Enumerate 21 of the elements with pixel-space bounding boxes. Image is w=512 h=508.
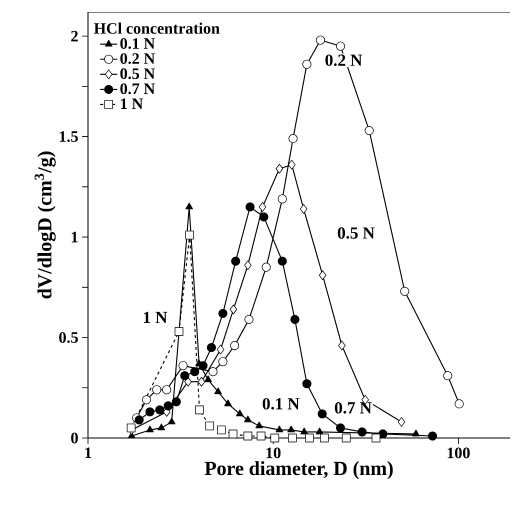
legend-label: 0.1 N [120,38,155,49]
legend-label: 0.5 N [120,68,155,80]
y-axis-title: dV/dlogD (cm$^{3}$/g) [34,152,56,298]
x-tick-label: 1 [85,448,92,458]
x-tick-label: 10 [266,448,281,458]
x-tick-label: 100 [448,448,470,458]
annotation: 1 N [144,312,168,324]
legend-title: HCl concentration [94,22,220,34]
annotation: 0.5 N [338,227,375,239]
legend-label: 0.7 N [120,83,155,94]
annotation: 0.2 N [325,54,362,66]
y-tick-label: 0 [71,432,78,444]
annotation: 0.7 N [334,402,372,414]
annotation: 0.1 N [262,398,300,410]
legend-label: 0.2 N [120,53,155,64]
y-tick-label: 1.5 [60,131,78,142]
y-tick-label: 0.5 [59,332,78,343]
y-tick-label: 1 [72,232,78,242]
legend-label: 1 N [121,98,143,109]
x-axis-title: Pore diameter, D (nm) [204,461,393,480]
y-tick-label: 2 [71,30,78,42]
